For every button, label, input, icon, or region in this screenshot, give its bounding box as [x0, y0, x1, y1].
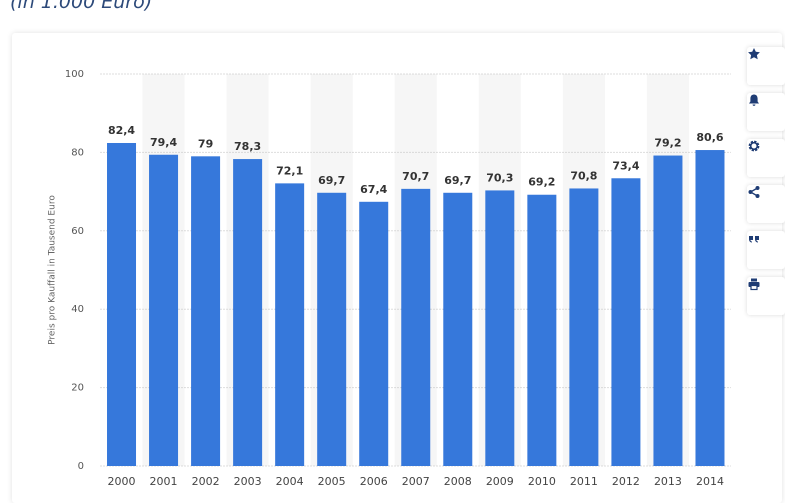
gear-icon [748, 140, 760, 152]
value-label: 70,8 [570, 169, 597, 182]
value-label: 70,3 [486, 171, 513, 184]
bar [191, 156, 221, 466]
print-icon [748, 278, 760, 291]
value-label: 79,2 [654, 137, 681, 150]
value-label: 79,4 [150, 136, 177, 149]
x-tick-label: 2007 [402, 475, 430, 488]
value-label: 78,3 [234, 140, 261, 153]
bar [443, 192, 473, 466]
favorite-button[interactable] [747, 47, 785, 85]
x-tick-label: 2004 [276, 475, 304, 488]
bar [359, 201, 389, 467]
y-tick-label: 20 [71, 383, 84, 394]
x-tick-label: 2003 [234, 475, 262, 488]
cite-button[interactable] [747, 231, 785, 269]
share-icon [748, 186, 760, 198]
value-label: 80,6 [696, 131, 723, 144]
x-tick-label: 2014 [696, 475, 724, 488]
settings-button[interactable] [747, 139, 785, 177]
bar [569, 188, 599, 467]
bar [149, 154, 179, 466]
bar [233, 159, 263, 466]
value-label: 70,7 [402, 170, 429, 183]
bar [401, 188, 431, 466]
alert-button[interactable] [747, 93, 785, 131]
share-button[interactable] [747, 185, 785, 223]
page: (in 1.000 Euro) 0 20 40 60 80 100 Preis pro Ka… [10, 0, 785, 488]
bar [107, 142, 137, 466]
y-tick-label: 80 [71, 147, 84, 158]
bar [317, 192, 347, 466]
x-tick-label: 2009 [486, 475, 514, 488]
value-label: 69,2 [528, 176, 555, 189]
value-label: 79 [198, 137, 213, 150]
bar [485, 190, 515, 466]
y-tick-label: 100 [65, 69, 84, 80]
quote-icon [749, 236, 759, 243]
bar [527, 194, 557, 466]
y-tick-label: 40 [71, 304, 84, 315]
x-tick-label: 2006 [360, 475, 388, 488]
print-button[interactable] [747, 277, 785, 315]
y-tick-label: 0 [78, 461, 84, 472]
star-icon [748, 48, 760, 60]
bar [275, 183, 305, 467]
x-tick-label: 2008 [444, 475, 472, 488]
x-tick-label: 2013 [654, 475, 682, 488]
value-label: 69,7 [444, 174, 471, 187]
value-label: 82,4 [108, 124, 135, 137]
value-label: 69,7 [318, 174, 345, 187]
bar [611, 178, 641, 466]
x-tick-label: 2005 [318, 475, 346, 488]
bar [695, 150, 725, 466]
x-tick-label: 2010 [528, 475, 556, 488]
y-axis-title: Preis pro Kauffall in Tausend Euro [48, 195, 58, 345]
x-tick-label: 2002 [192, 475, 220, 488]
x-tick-label: 2011 [570, 475, 598, 488]
x-tick-label: 2012 [612, 475, 640, 488]
chart: 0 20 40 60 80 100 Preis pro Kauffall in Tausen… [48, 69, 731, 488]
x-tick-label: 2001 [150, 475, 178, 488]
subtitle: (in 1.000 Euro) [10, 0, 153, 13]
value-label: 73,4 [612, 159, 639, 172]
value-label: 67,4 [360, 183, 387, 196]
bell-icon [749, 94, 759, 106]
bar [653, 155, 683, 466]
x-tick-label: 2000 [108, 475, 136, 488]
value-label: 72,1 [276, 164, 303, 177]
y-tick-label: 60 [71, 226, 84, 237]
